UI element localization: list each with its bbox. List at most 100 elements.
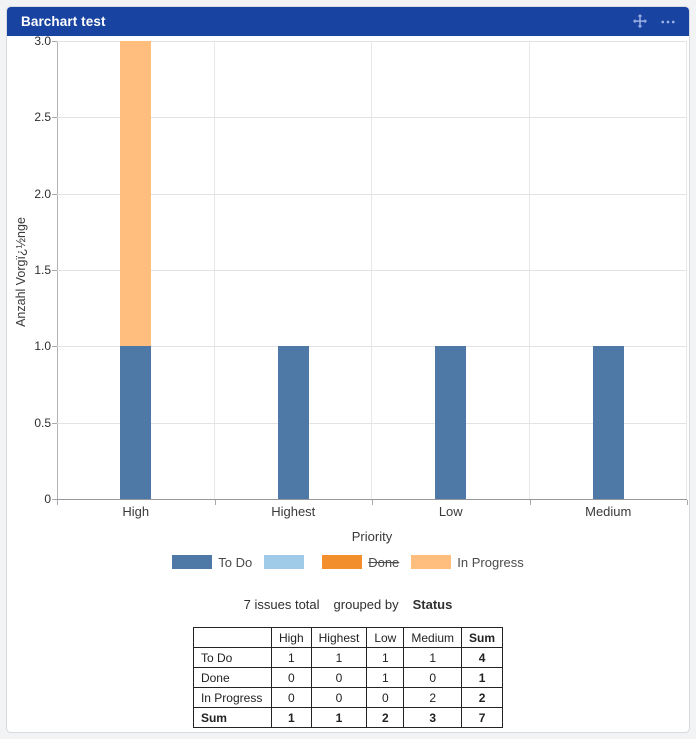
table-header-cell: Sum <box>461 627 504 648</box>
stats-table-container: High Highest Low Medium Sum To Do 1 1 1 1 4 Done 0 0 1… <box>7 627 689 728</box>
table-header-row: High Highest Low Medium Sum <box>192 627 504 648</box>
table-cell: 0 <box>310 687 368 708</box>
table-cell: 1 <box>366 647 405 668</box>
x-category-label: High <box>122 504 150 519</box>
table-cell: 2 <box>366 707 405 728</box>
y-tick-label: 1.5 <box>34 263 51 277</box>
x-category-label: Highest <box>271 504 316 519</box>
y-tick-mark <box>52 422 57 424</box>
table-row-label: In Progress <box>192 687 272 708</box>
x-category-label: Medium <box>585 504 632 519</box>
legend-swatch <box>411 555 452 569</box>
x-tick-mark <box>57 500 58 505</box>
y-tick-mark <box>52 270 57 271</box>
table-row: In Progress 0 0 0 2 2 <box>192 687 504 708</box>
x-tick-mark <box>529 500 531 505</box>
plot-area: 0 0.5 1.0 1.5 2.0 2.5 3.0 <box>34 34 688 506</box>
chart-legend: To Do Done In Progress <box>7 554 689 570</box>
h-gridline <box>57 270 687 271</box>
issues-total-text: 7 issues total <box>243 597 320 612</box>
table-cell: 1 <box>310 647 368 668</box>
table-cell: 0 <box>403 667 463 688</box>
y-tick-mark <box>52 41 57 42</box>
gadget-header: Barchart test <box>7 7 689 36</box>
table-header-cell: Low <box>366 627 405 648</box>
legend-item-to-do[interactable]: To Do <box>172 555 252 570</box>
table-row: To Do 1 1 1 1 4 <box>192 647 504 668</box>
y-tick-label: 2.0 <box>34 186 51 201</box>
table-header-cell: High <box>270 627 312 648</box>
bar-segment-to-do[interactable] <box>120 346 152 499</box>
h-gridline <box>57 346 687 348</box>
table-cell: 1 <box>270 707 312 728</box>
x-tick-mark <box>687 500 688 505</box>
h-gridline <box>57 193 687 195</box>
legend-item-in-progress[interactable]: In Progress <box>411 554 524 570</box>
x-tick-mark <box>372 500 373 505</box>
table-row: Done 0 0 1 0 1 <box>192 667 504 688</box>
v-gridline <box>528 41 530 499</box>
x-tick-mark <box>214 500 216 505</box>
x-axis-line <box>57 499 687 500</box>
legend-label: Done <box>368 554 400 570</box>
y-tick-mark <box>52 499 57 500</box>
bar-segment-to-do[interactable] <box>277 346 309 499</box>
table-cell: 0 <box>366 687 405 708</box>
table-row: Sum 1 1 2 3 7 <box>192 707 504 728</box>
x-axis-title: Priority <box>351 529 393 544</box>
table-header-cell <box>192 627 272 648</box>
y-tick-label: 3.0 <box>34 34 51 48</box>
table-cell: 4 <box>461 647 504 668</box>
table-cell: 7 <box>461 707 504 728</box>
y-tick-mark <box>52 346 57 348</box>
legend-item-done[interactable]: Done <box>322 555 399 570</box>
y-tick-label: 0 <box>44 492 51 506</box>
table-row-label: To Do <box>192 647 272 668</box>
bar-segment-to-do[interactable] <box>435 346 467 499</box>
legend-swatch <box>322 555 363 569</box>
gadget-title: Barchart test <box>21 14 106 29</box>
h-gridline <box>57 41 687 42</box>
table-cell: 1 <box>461 667 504 688</box>
summary-line: 7 issues total grouped by Status <box>7 597 689 612</box>
table-cell: 1 <box>310 707 368 728</box>
table-header-cell: Highest <box>310 627 368 648</box>
table-cell: 1 <box>270 647 312 668</box>
table-cell: 1 <box>366 667 405 688</box>
x-category-label: Low <box>438 504 463 519</box>
y-tick-mark <box>52 117 57 119</box>
v-gridline <box>213 41 215 499</box>
legend-swatch <box>264 555 305 569</box>
v-gridline <box>371 41 372 499</box>
y-axis-line <box>57 41 58 505</box>
grouped-by-value: Status <box>412 597 453 612</box>
bar-segment-in-progress[interactable] <box>120 41 152 347</box>
legend-item-unnamed[interactable] <box>264 555 310 569</box>
table-row-label: Sum <box>192 707 272 728</box>
legend-swatch <box>172 555 213 569</box>
legend-label: In Progress <box>457 554 524 570</box>
bar-chart: Anzahl Vorgï¿½nge 0 0.5 1.0 1.5 2.0 2.5 3.0 Pr… <box>7 34 689 546</box>
y-tick-label: 0.5 <box>34 415 51 430</box>
y-tick-label: 1.0 <box>34 339 51 354</box>
ellipsis-icon[interactable] <box>657 12 679 32</box>
table-cell: 1 <box>403 647 463 668</box>
y-tick-mark <box>52 193 57 195</box>
table-cell: 2 <box>461 687 504 708</box>
y-axis-title: Anzahl Vorgï¿½nge <box>14 217 28 327</box>
legend-label: To Do <box>218 554 253 570</box>
h-gridline <box>57 117 687 119</box>
table-row-label: Done <box>192 667 272 688</box>
table-cell: 2 <box>403 687 463 708</box>
table-cell: 0 <box>310 667 368 688</box>
table-cell: 0 <box>270 667 312 688</box>
table-header-cell: Medium <box>403 627 463 648</box>
table-cell: 0 <box>270 687 312 708</box>
h-gridline <box>57 422 687 424</box>
move-icon[interactable] <box>629 12 651 32</box>
gadget-card: Barchart test Anzahl Vorgï¿½nge 0 0.5 1.0 1… <box>6 6 690 733</box>
table-cell: 3 <box>403 707 463 728</box>
grouped-by-label: grouped by <box>333 597 399 612</box>
bar-segment-to-do[interactable] <box>592 346 624 499</box>
v-gridline <box>686 41 687 499</box>
